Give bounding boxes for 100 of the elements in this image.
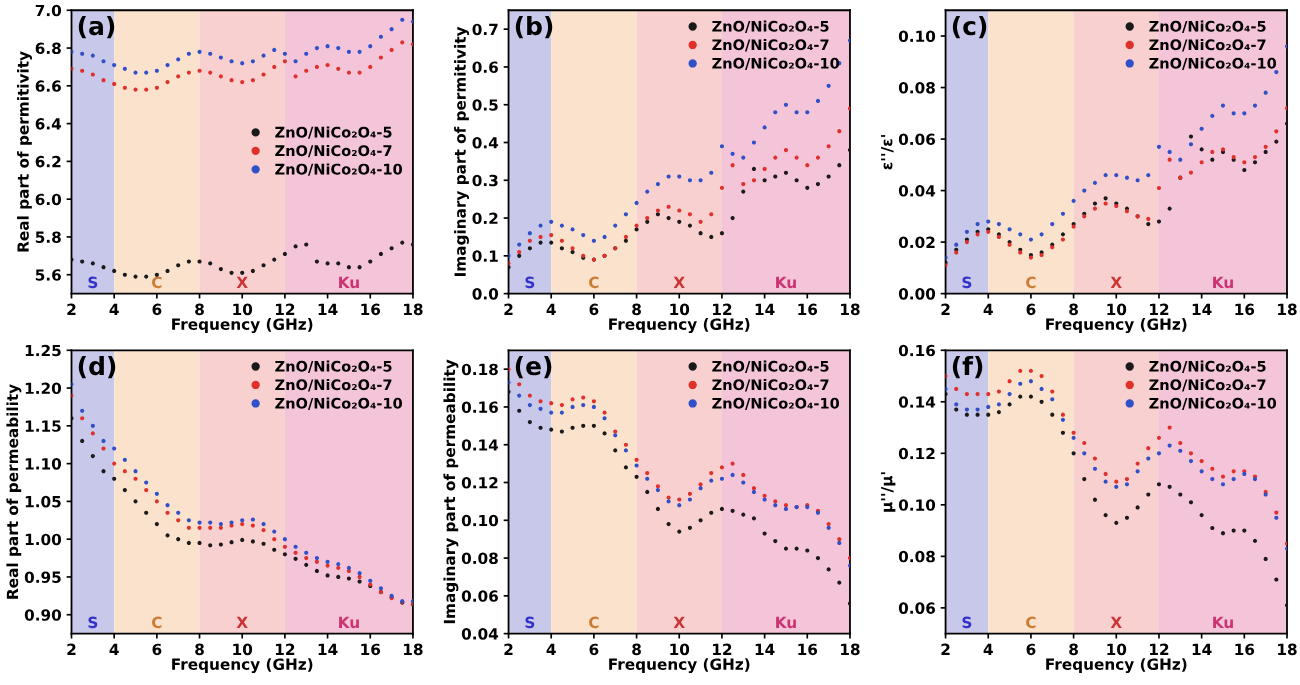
y-tick-label: 0.95 (24, 571, 61, 583)
legend-label: ZnO/NiCo₂O₄-7 (1149, 38, 1266, 52)
x-tick-label: 18 (1278, 303, 1297, 316)
x-tick-label: 10 (233, 303, 253, 316)
y-tick-label: 0.06 (461, 590, 498, 602)
x-tick-label: 16 (798, 643, 818, 656)
y-tick-label: 0.04 (461, 628, 499, 640)
band-label: X (673, 616, 685, 628)
y-tick-label: 0.7 (472, 23, 498, 36)
y-tick-label: 0.2 (472, 212, 498, 225)
band-label: Ku (1213, 276, 1233, 289)
y-axis-title: ε''/ε' (881, 135, 894, 170)
y-tick-label: 0.06 (898, 133, 936, 146)
y-tick-label: 6.8 (35, 42, 61, 55)
legend-label: ZnO/NiCo₂O₄-7 (275, 378, 392, 392)
x-tick-label: 16 (798, 303, 818, 316)
y-tick-label: 0.08 (898, 550, 935, 563)
x-tick-label: 12 (275, 303, 295, 315)
x-tick-label: 10 (1107, 303, 1127, 316)
x-tick-label: 4 (546, 303, 556, 315)
legend-label: ZnO/NiCo₂O₄-10 (275, 397, 403, 410)
y-tick-label: 5.8 (35, 231, 61, 243)
band-label: X (1110, 276, 1122, 288)
band-label: C (589, 276, 599, 289)
x-axis-title: Frequency (GHz) (609, 318, 750, 334)
x-tick-label: 4 (109, 643, 119, 655)
x-tick-label: 2 (941, 643, 950, 655)
y-tick-label: 6.0 (35, 193, 62, 206)
x-tick-label: 10 (670, 303, 690, 316)
y-axis-title: Real part of permeability (6, 384, 22, 599)
x-axis-title: Frequency (GHz) (609, 658, 750, 674)
band-label: S (88, 616, 98, 629)
x-tick-label: 2 (504, 643, 513, 655)
x-tick-label: 6 (152, 303, 162, 316)
annotation: (e) (515, 355, 552, 379)
y-tick-label: 1.05 (25, 495, 61, 508)
x-tick-label: 8 (1069, 303, 1078, 316)
y-tick-label: 1.25 (25, 344, 61, 357)
y-tick-label: 0.10 (898, 30, 936, 43)
x-tick-label: 6 (589, 643, 599, 656)
band-label: S (525, 276, 535, 289)
x-tick-label: 14 (318, 643, 338, 655)
legend-label: ZnO/NiCo₂O₄-5 (275, 360, 392, 373)
x-tick-label: 14 (318, 303, 338, 315)
band-label: S (962, 276, 972, 289)
band-label: C (1026, 276, 1036, 289)
y-tick-label: 0.6 (472, 61, 498, 73)
legend-label: ZnO/NiCo₂O₄-5 (1149, 360, 1266, 373)
legend-label: ZnO/NiCo₂O₄-7 (1149, 378, 1266, 392)
y-axis-title: Real part of permitivity (17, 51, 32, 252)
x-tick-label: 14 (1192, 643, 1212, 655)
x-tick-label: 10 (670, 643, 690, 656)
y-tick-label: 0.1 (472, 250, 498, 262)
y-tick-label: 0.5 (472, 99, 498, 111)
legend-label: ZnO/NiCo₂O₄-10 (712, 397, 840, 410)
y-tick-label: 0.18 (461, 363, 498, 376)
y-tick-label: 5.6 (35, 269, 61, 281)
x-tick-label: 8 (1069, 643, 1078, 656)
x-tick-label: 18 (404, 643, 423, 656)
y-tick-label: 0.12 (898, 447, 935, 460)
x-tick-label: 18 (1278, 643, 1297, 656)
x-tick-label: 2 (941, 303, 950, 315)
x-axis-title: Frequency (GHz) (172, 318, 313, 334)
x-tick-label: 10 (233, 643, 253, 656)
band-label: X (236, 616, 248, 628)
y-axis-title: μ''/μ' (881, 472, 896, 512)
x-tick-label: 12 (713, 303, 732, 315)
band-label: X (236, 276, 248, 288)
y-tick-label: 0.16 (898, 344, 936, 357)
y-tick-label: 1.15 (25, 420, 61, 432)
x-tick-label: 18 (404, 303, 423, 316)
x-tick-label: 10 (1107, 643, 1127, 656)
y-tick-label: 0.10 (898, 499, 936, 511)
x-tick-label: 12 (1150, 643, 1169, 655)
y-tick-label: 0.14 (898, 396, 936, 408)
y-tick-label: 0.4 (472, 136, 499, 149)
legend-label: ZnO/NiCo₂O₄-7 (712, 38, 829, 52)
y-tick-label: 1.10 (25, 458, 62, 470)
annotation: (b) (515, 15, 553, 39)
legend-label: ZnO/NiCo₂O₄-7 (712, 378, 829, 392)
x-tick-label: 4 (983, 303, 993, 315)
x-tick-label: 8 (632, 643, 641, 656)
x-tick-label: 16 (1235, 303, 1255, 316)
y-tick-label: 0.02 (898, 236, 935, 249)
legend-label: ZnO/NiCo₂O₄-5 (275, 126, 392, 139)
band-label: X (1110, 616, 1122, 628)
band-label: S (962, 616, 972, 629)
x-tick-label: 4 (109, 303, 119, 315)
x-tick-label: 14 (1192, 303, 1212, 315)
y-tick-label: 6.6 (35, 80, 61, 92)
x-tick-label: 4 (983, 643, 993, 655)
x-tick-label: 16 (361, 643, 381, 656)
legend-label: ZnO/NiCo₂O₄-10 (1149, 397, 1277, 410)
x-tick-label: 12 (275, 643, 295, 655)
x-tick-label: 2 (67, 303, 76, 315)
legend-label: ZnO/NiCo₂O₄-5 (712, 20, 829, 33)
y-tick-label: 0.10 (461, 514, 499, 527)
band-label: Ku (776, 276, 796, 289)
x-tick-label: 6 (152, 643, 162, 656)
y-tick-label: 0.06 (898, 602, 936, 614)
